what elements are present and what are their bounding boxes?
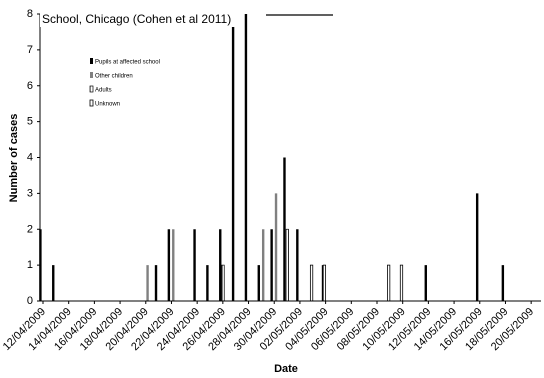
legend-swatch <box>90 58 93 64</box>
bar-pupils-at-affected-school <box>257 265 260 301</box>
y-tick-label: 1 <box>27 259 33 271</box>
legend-swatch <box>90 72 93 78</box>
bar-pupils-at-affected-school <box>501 265 505 301</box>
legend-swatch <box>89 85 94 93</box>
y-tick-label: 3 <box>27 187 33 199</box>
legend: Pupils at affected school Other children A… <box>89 58 160 108</box>
bar-pupils-at-affected-school <box>167 229 171 301</box>
bar-unknown <box>309 264 314 302</box>
y-tick-label: 4 <box>27 152 33 164</box>
y-tick-label: 8 <box>27 8 33 20</box>
bar-pupils-at-affected-school <box>154 265 158 301</box>
bar-pupils-at-affected-school <box>231 14 235 301</box>
y-tick-label: 7 <box>27 44 33 56</box>
legend-label: Pupils at affected school <box>95 60 160 66</box>
legend-label: Adults <box>95 88 112 94</box>
bar-pupils-at-affected-school <box>475 193 479 301</box>
bar-unknown <box>322 264 327 302</box>
legend-label: Other children <box>95 74 133 80</box>
y-axis-ticks: 0 1 2 3 4 5 6 7 8 <box>27 8 40 307</box>
bar-pupils-at-affected-school <box>270 229 273 301</box>
chart-title: School, Chicago (Cohen et al 2011) <box>42 12 231 26</box>
y-axis-title: Number of cases <box>8 114 20 203</box>
bar-pupils-at-affected-school <box>206 265 209 301</box>
bar-pupils-at-affected-school <box>296 229 299 301</box>
title-background <box>40 11 236 27</box>
y-tick-label: 5 <box>27 116 33 128</box>
legend-label: Unknown <box>95 102 120 108</box>
x-axis-title: Date <box>274 363 298 375</box>
bar-pupils-at-affected-school <box>193 229 196 301</box>
y-tick-label: 0 <box>27 295 33 307</box>
bars <box>39 14 505 302</box>
bar-pupils-at-affected-school <box>424 265 427 301</box>
x-axis-ticks: 12/04/200914/04/200916/04/200918/04/2009… <box>1 301 536 353</box>
bar-pupils-at-affected-school <box>283 157 286 301</box>
y-tick-label: 2 <box>27 223 33 235</box>
bar-adults <box>221 264 225 302</box>
y-tick-label: 6 <box>27 80 33 92</box>
bar-pupils-at-affected-school <box>244 14 248 301</box>
bar-other-children <box>261 229 265 301</box>
bar-other-children <box>274 193 278 301</box>
bar-pupils-at-affected-school <box>219 229 222 301</box>
bar-other-children <box>146 265 149 301</box>
bar-unknown <box>387 264 391 302</box>
bar-unknown <box>399 264 404 302</box>
legend-swatch <box>89 99 94 107</box>
bar-other-children <box>172 229 175 301</box>
bar-pupils-at-affected-school <box>52 265 55 301</box>
bar-adults <box>285 228 289 302</box>
